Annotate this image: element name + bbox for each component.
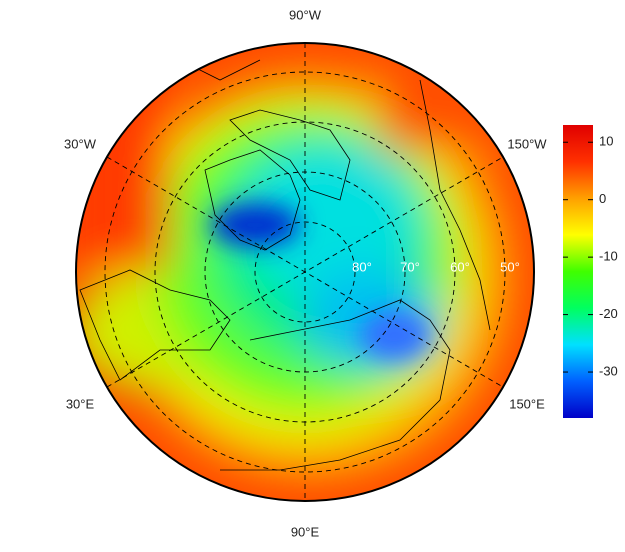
longitude-label: 90°E	[291, 524, 320, 539]
colorbar	[563, 125, 593, 418]
colorbar-tick-label: -20	[599, 306, 618, 321]
colorbar-tick-label: 10	[599, 134, 613, 149]
map-border	[75, 42, 535, 502]
colorbar-tick-label: -10	[599, 249, 618, 264]
graticule	[104, 43, 506, 501]
latitude-label: 70°	[400, 259, 420, 274]
longitude-label: 150°W	[507, 136, 547, 151]
latitude-label: 50°	[500, 259, 520, 274]
latitude-label: 60°	[450, 259, 470, 274]
colorbar-tick-label: -30	[599, 363, 618, 378]
temperature-field	[76, 43, 534, 501]
colorbar-tick-label: 0	[599, 191, 606, 206]
longitude-label: 150°E	[509, 396, 545, 411]
longitude-label: 30°E	[66, 396, 95, 411]
latitude-label: 80°	[352, 259, 372, 274]
longitude-label: 30°W	[64, 136, 97, 151]
longitude-label: 90°W	[289, 7, 322, 22]
